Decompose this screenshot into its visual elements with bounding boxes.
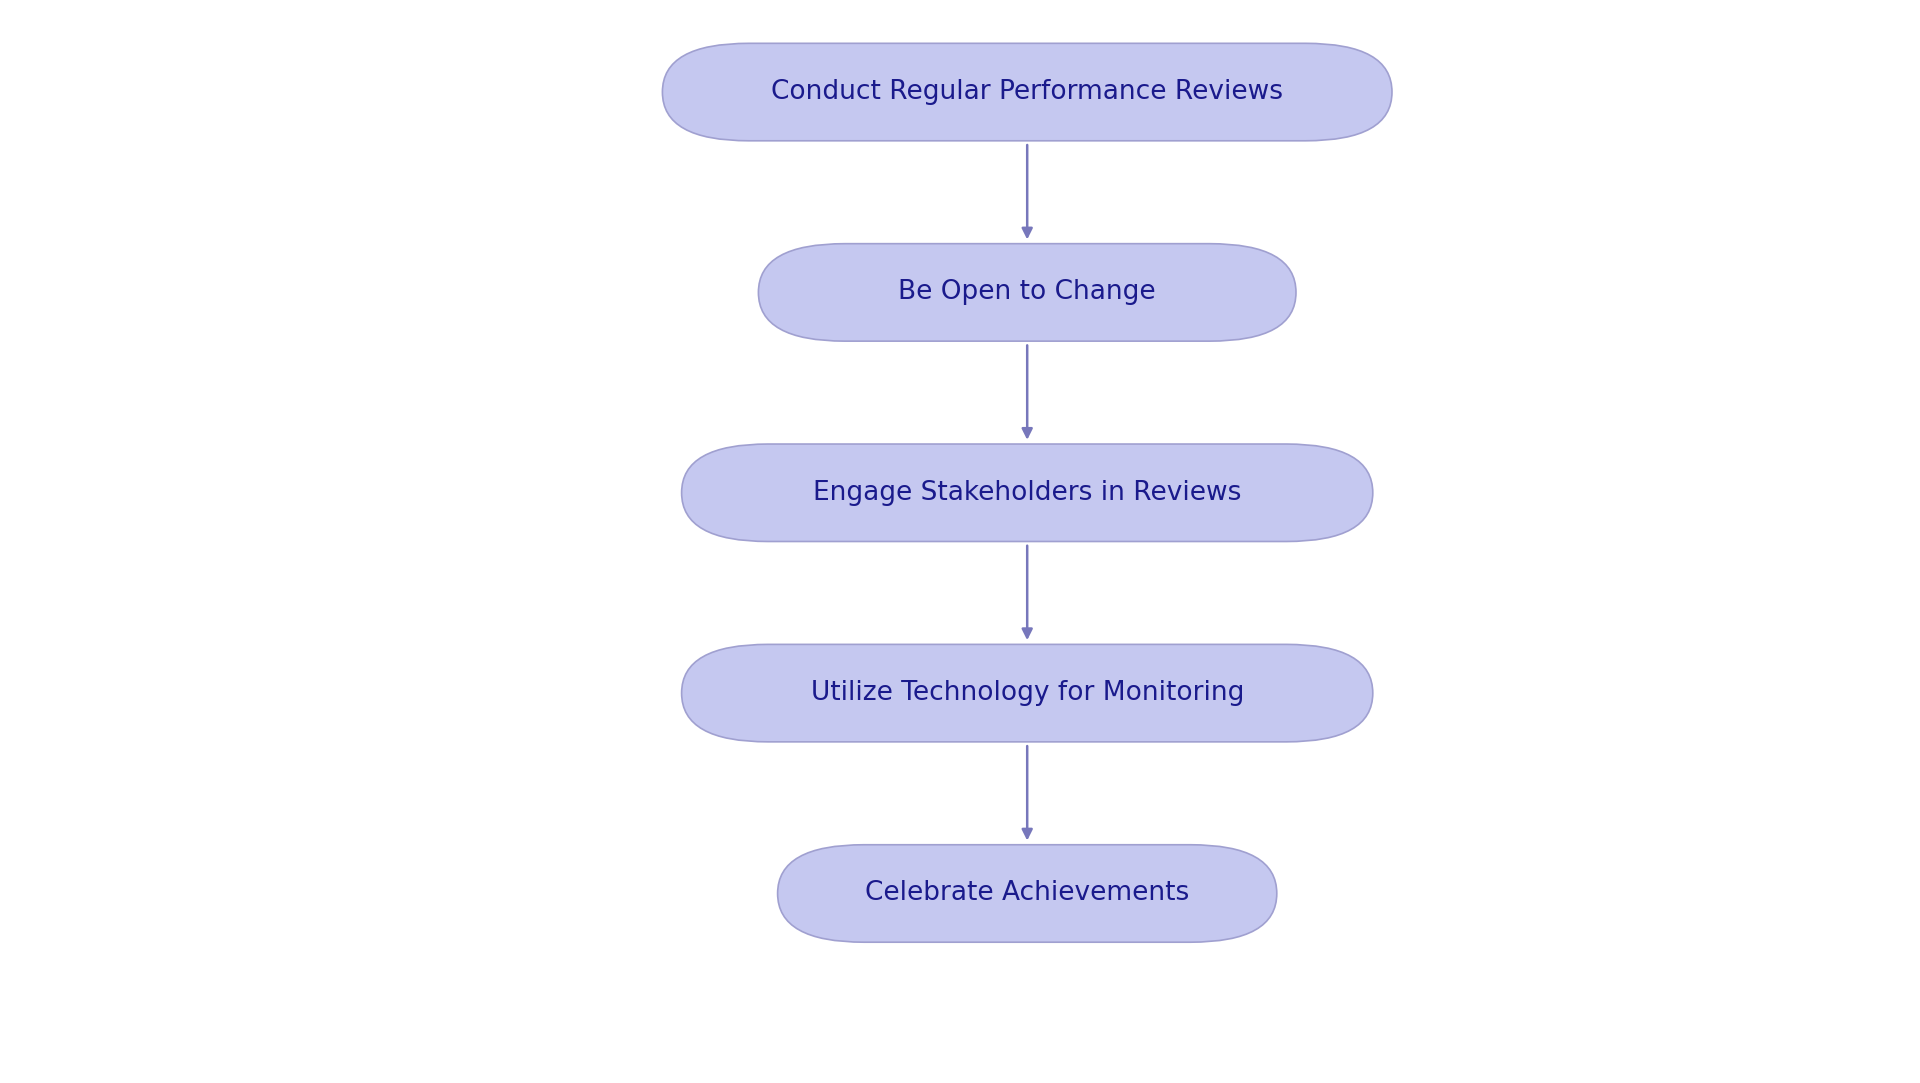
Text: Celebrate Achievements: Celebrate Achievements (866, 880, 1188, 906)
Text: Utilize Technology for Monitoring: Utilize Technology for Monitoring (810, 680, 1244, 706)
Text: Conduct Regular Performance Reviews: Conduct Regular Performance Reviews (772, 79, 1283, 105)
FancyBboxPatch shape (778, 845, 1277, 942)
FancyBboxPatch shape (758, 244, 1296, 341)
FancyBboxPatch shape (662, 43, 1392, 141)
Text: Engage Stakeholders in Reviews: Engage Stakeholders in Reviews (812, 480, 1242, 506)
FancyBboxPatch shape (682, 644, 1373, 742)
Text: Be Open to Change: Be Open to Change (899, 279, 1156, 305)
FancyBboxPatch shape (682, 444, 1373, 542)
